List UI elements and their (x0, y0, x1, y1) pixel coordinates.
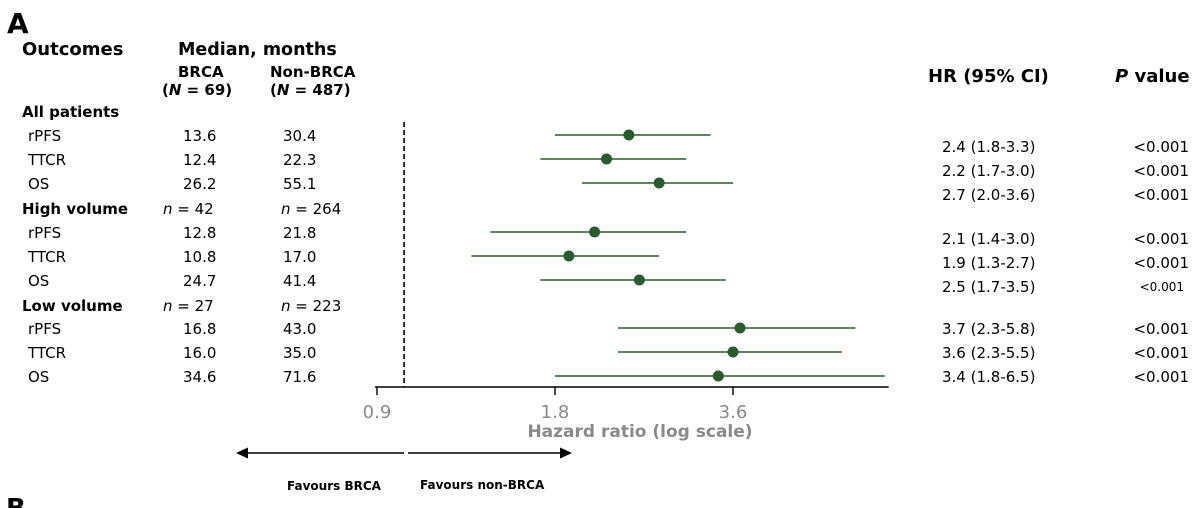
outcome-label-all-patients-rpfs: rPFS (28, 127, 62, 145)
hr-ci-label-all-patients-rpfs: 2.4 (1.8-3.3) (942, 138, 1036, 156)
p-value-low-volume-os: <0.001 (1133, 368, 1189, 386)
hr-point-high-volume-ttcr (563, 250, 575, 262)
p-value-low-volume-rpfs: <0.001 (1133, 320, 1189, 338)
outcomes-header: Outcomes (22, 39, 124, 60)
brca-median-all-patients-ttcr: 12.4 (183, 151, 217, 169)
x-tick-label-1-8: 1.8 (540, 402, 570, 423)
brca-median-low-volume-os: 34.6 (183, 368, 217, 386)
brca-n-open: ( (162, 81, 169, 99)
p-value-high-volume-ttcr: <0.001 (1133, 254, 1189, 272)
group-nonbrca-n-low-volume: n = 223 (281, 296, 341, 316)
outcome-label-high-volume-os: OS (28, 272, 50, 290)
favours-brca-arrowhead (236, 447, 248, 459)
x-tick-label-3-6: 3.6 (718, 402, 748, 423)
p-value-header-var: P (1115, 66, 1129, 87)
group-brca-n-high-volume: n = 42 (163, 199, 214, 219)
nonbrca-n-open: ( (270, 81, 277, 99)
nonbrca-column-header: Non-BRCA (270, 63, 356, 81)
nonbrca-median-high-volume-ttcr: 17.0 (283, 248, 317, 266)
brca-column-header: BRCA (178, 63, 224, 81)
favours-brca-label: Favours BRCA (287, 479, 381, 493)
group-label-low-volume: Low volume (22, 297, 123, 315)
brca-median-all-patients-os: 26.2 (183, 175, 217, 193)
group-brca-n-high-volume-var: n (163, 200, 173, 218)
group-label-all-patients: All patients (22, 103, 120, 121)
nonbrca-n-var: N (276, 81, 290, 99)
hr-point-all-patients-rpfs (623, 129, 635, 141)
outcome-label-all-patients-ttcr: TTCR (28, 151, 67, 169)
hr-ci-header: HR (95% CI) (928, 66, 1049, 87)
group-nonbrca-n-low-volume-var: n (281, 297, 291, 315)
brca-median-high-volume-ttcr: 10.8 (183, 248, 217, 266)
brca-median-high-volume-os: 24.7 (183, 272, 217, 290)
brca-sample-size: (N = 69) (162, 80, 232, 100)
nonbrca-median-all-patients-os: 55.1 (283, 175, 317, 193)
nonbrca-median-low-volume-rpfs: 43.0 (283, 320, 317, 338)
brca-n-value: = 69) (181, 81, 233, 99)
outcome-label-low-volume-rpfs: rPFS (28, 320, 62, 338)
outcome-label-low-volume-ttcr: TTCR (28, 344, 67, 362)
brca-n-var: N (168, 81, 182, 99)
nonbrca-sample-size: (N = 487) (270, 80, 351, 100)
nonbrca-median-all-patients-ttcr: 22.3 (283, 151, 317, 169)
nonbrca-median-low-volume-ttcr: 35.0 (283, 344, 317, 362)
hr-point-low-volume-rpfs (734, 322, 746, 334)
nonbrca-median-low-volume-os: 71.6 (283, 368, 317, 386)
outcome-label-all-patients-os: OS (28, 175, 50, 193)
brca-median-all-patients-rpfs: 13.6 (183, 127, 217, 145)
favours-nonbrca-label: Favours non-BRCA (420, 478, 545, 492)
nonbrca-median-high-volume-os: 41.4 (283, 272, 317, 290)
hr-ci-label-low-volume-rpfs: 3.7 (2.3-5.8) (942, 320, 1036, 338)
hr-ci-label-high-volume-os: 2.5 (1.7-3.5) (942, 278, 1036, 296)
brca-median-high-volume-rpfs: 12.8 (183, 224, 217, 242)
p-value-high-volume-os: <0.001 (1139, 280, 1184, 294)
median-months-header: Median, months (178, 40, 337, 60)
favours-nonbrca-arrowhead (560, 447, 572, 459)
hr-point-all-patients-os (653, 177, 665, 189)
hr-point-low-volume-os (712, 370, 724, 382)
group-brca-n-low-volume-value: = 27 (172, 297, 214, 315)
p-value-low-volume-ttcr: <0.001 (1133, 344, 1189, 362)
nonbrca-n-value: = 487) (289, 81, 351, 99)
hr-ci-label-low-volume-os: 3.4 (1.8-6.5) (942, 368, 1036, 386)
hr-ci-label-all-patients-ttcr: 2.2 (1.7-3.0) (942, 162, 1036, 180)
p-value-all-patients-ttcr: <0.001 (1133, 162, 1189, 180)
group-nonbrca-n-high-volume: n = 264 (281, 199, 341, 219)
group-brca-n-low-volume: n = 27 (163, 296, 214, 316)
outcome-label-high-volume-rpfs: rPFS (28, 224, 62, 242)
p-value-all-patients-rpfs: <0.001 (1133, 138, 1189, 156)
group-nonbrca-n-high-volume-value: = 264 (290, 200, 342, 218)
hr-point-low-volume-ttcr (727, 346, 739, 358)
hr-ci-label-high-volume-ttcr: 1.9 (1.3-2.7) (942, 254, 1036, 272)
p-value-all-patients-os: <0.001 (1133, 186, 1189, 204)
hr-ci-label-all-patients-os: 2.7 (2.0-3.6) (942, 186, 1036, 204)
hr-point-high-volume-os (633, 274, 645, 286)
p-value-high-volume-rpfs: <0.001 (1133, 230, 1189, 248)
group-nonbrca-n-high-volume-var: n (281, 200, 291, 218)
panel-label-a: A (7, 7, 29, 40)
hr-ci-label-low-volume-ttcr: 3.6 (2.3-5.5) (942, 344, 1036, 362)
group-brca-n-high-volume-value: = 42 (172, 200, 214, 218)
outcome-label-low-volume-os: OS (28, 368, 50, 386)
brca-median-low-volume-ttcr: 16.0 (183, 344, 217, 362)
hr-point-high-volume-rpfs (589, 226, 601, 238)
brca-median-low-volume-rpfs: 16.8 (183, 320, 217, 338)
x-tick-label-0-9: 0.9 (362, 402, 392, 423)
nonbrca-median-high-volume-rpfs: 21.8 (283, 224, 317, 242)
p-value-header-rest: value (1128, 66, 1190, 87)
hr-ci-label-high-volume-rpfs: 2.1 (1.4-3.0) (942, 230, 1036, 248)
p-value-header: P value (1115, 67, 1190, 87)
group-label-high-volume: High volume (22, 200, 129, 218)
group-brca-n-low-volume-var: n (163, 297, 173, 315)
panel-label-b: B (6, 496, 26, 508)
x-axis-label: Hazard ratio (log scale) (527, 422, 753, 442)
hr-point-all-patients-ttcr (601, 153, 613, 165)
nonbrca-median-all-patients-rpfs: 30.4 (283, 127, 317, 145)
group-nonbrca-n-low-volume-value: = 223 (290, 297, 342, 315)
outcome-label-high-volume-ttcr: TTCR (28, 248, 67, 266)
